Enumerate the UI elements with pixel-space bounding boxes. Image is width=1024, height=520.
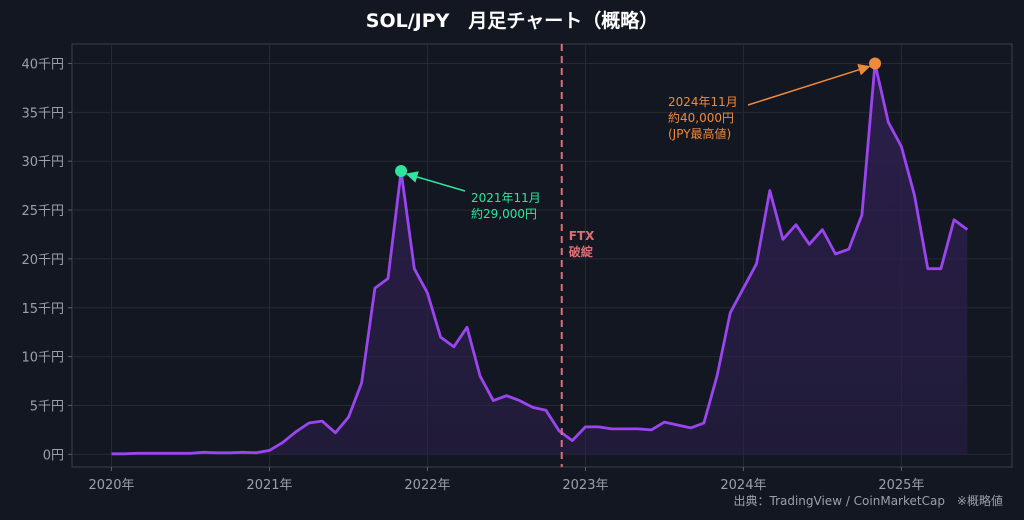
y-tick-label: 35千円 <box>21 106 64 121</box>
annotation-arrow <box>405 171 466 192</box>
annotation-label: 約29,000円 <box>471 206 537 221</box>
x-tick-label: 2020年 <box>88 478 134 493</box>
peak-marker <box>395 164 408 177</box>
x-tick-label: 2022年 <box>404 478 450 493</box>
y-tick-label: 0円 <box>43 448 64 463</box>
annotation-label: 約40,000円 <box>668 110 734 125</box>
axis-ticks: 0円 5千円 10千円 15千円 20千円 25千円 30千円 35千円 40千円 2020年 20… <box>21 58 924 493</box>
price-line <box>111 62 969 456</box>
y-tick-label: 10千円 <box>21 351 64 366</box>
x-tick-label: 2025年 <box>878 478 924 493</box>
area-fill <box>111 63 968 455</box>
y-tick-label: 15千円 <box>21 302 64 317</box>
chart-title: SOL/JPY 月足チャート（概略） <box>366 9 658 32</box>
x-tick-label: 2024年 <box>720 478 766 493</box>
source-note: 出典：TradingView / CoinMarketCap ※概略値 <box>734 493 1004 508</box>
peak-marker <box>869 57 882 70</box>
event-label: 破綻 <box>569 244 594 259</box>
annotation-arrow <box>747 64 871 106</box>
y-tick-label: 20千円 <box>21 253 64 268</box>
price-area <box>111 62 969 456</box>
x-tick-label: 2023年 <box>562 478 608 493</box>
x-tick-label: 2021年 <box>246 478 292 493</box>
y-tick-label: 40千円 <box>21 58 64 73</box>
plot-frame <box>71 43 1013 468</box>
annotation-label: (JPY最高値) <box>668 126 731 141</box>
y-tick-label: 30千円 <box>21 155 64 170</box>
y-tick-label: 25千円 <box>21 204 64 219</box>
y-tick-label: 5千円 <box>30 399 64 414</box>
annotation-label: 2024年11月 <box>668 95 738 109</box>
event-label: FTX <box>569 229 595 243</box>
annotation-label: 2021年11月 <box>471 191 541 205</box>
